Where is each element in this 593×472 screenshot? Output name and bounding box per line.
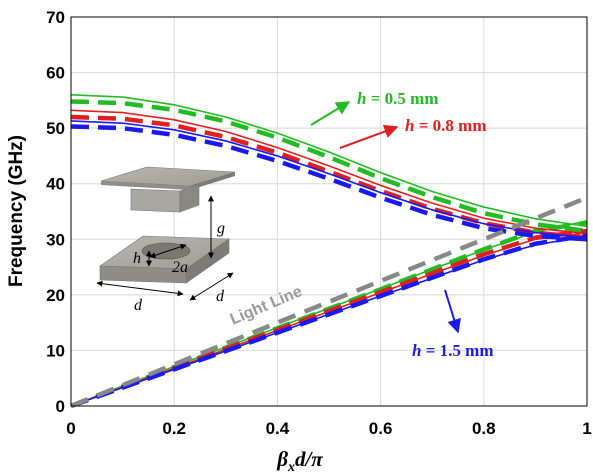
x-tick-label-0.4: 0.4 [266, 419, 290, 438]
y-axis-title: Frequency (GHz) [6, 135, 27, 287]
light-line [70, 195, 588, 409]
inset-pillar-front [130, 188, 181, 213]
inset-d-front-arrow [96, 280, 184, 297]
series-15-lower-dashed [70, 233, 588, 409]
x-axis-title: βxd/π [276, 447, 323, 472]
inset-label-d-front: d [134, 297, 143, 314]
x-tick-label-0: 0 [66, 419, 75, 438]
inset-label-d-side: d [216, 288, 225, 305]
annotation-arrow-h08 [339, 124, 399, 149]
x-tick-labels: 0 0.2 0.4 0.6 0.8 1 [66, 419, 591, 438]
y-tick-label-70: 70 [46, 8, 65, 27]
plot-area [71, 17, 587, 406]
x-axis-title-beta: β [276, 447, 288, 471]
inset-label-h: h [133, 250, 141, 267]
inset-unit-cell: g h 2a d d [96, 166, 236, 314]
y-tick-label-30: 30 [46, 230, 65, 249]
annotation-arrow-h05 [310, 101, 351, 126]
inset-label-g: g [217, 220, 225, 237]
plot-frame [70, 16, 588, 407]
y-tick-labels: 0 10 20 30 40 50 60 70 [46, 8, 65, 416]
y-tick-label-10: 10 [46, 341, 65, 360]
y-tick-label-0: 0 [56, 397, 65, 416]
series-05-upper-solid [70, 94, 588, 228]
x-tick-label-0.8: 0.8 [472, 419, 496, 438]
x-axis-title-rest: d/π [295, 447, 323, 471]
annotation-h08: h = 0.8 mm [405, 116, 486, 135]
series-08-upper-solid [70, 109, 588, 235]
inset-d-side-arrow [189, 272, 234, 301]
y-tick-label-50: 50 [46, 119, 65, 138]
y-tick-label-60: 60 [46, 64, 65, 83]
x-tick-label-0.6: 0.6 [369, 419, 393, 438]
series-05-upper-dashed [70, 99, 588, 234]
y-tick-label-20: 20 [46, 286, 65, 305]
series-15-upper-solid [70, 120, 588, 239]
inset-top-plate-front [101, 181, 190, 190]
inset-pillar-side [179, 183, 200, 213]
annotation-h15: h = 1.5 mm [412, 341, 493, 360]
inset-label-2a: 2a [172, 259, 188, 276]
x-axis-title-sub: x [287, 460, 295, 472]
y-tick-label-40: 40 [46, 175, 65, 194]
annotation-arrow-h15 [444, 289, 461, 334]
annotation-h05: h = 0.5 mm [357, 89, 438, 108]
inset-bottom-plate-side [185, 238, 230, 284]
x-tick-label-0.2: 0.2 [162, 419, 186, 438]
inset-2a-arrow [149, 243, 187, 259]
series-layer [70, 94, 588, 409]
x-tick-label-1: 1 [582, 419, 591, 438]
inset-top-plate-side [190, 172, 235, 190]
